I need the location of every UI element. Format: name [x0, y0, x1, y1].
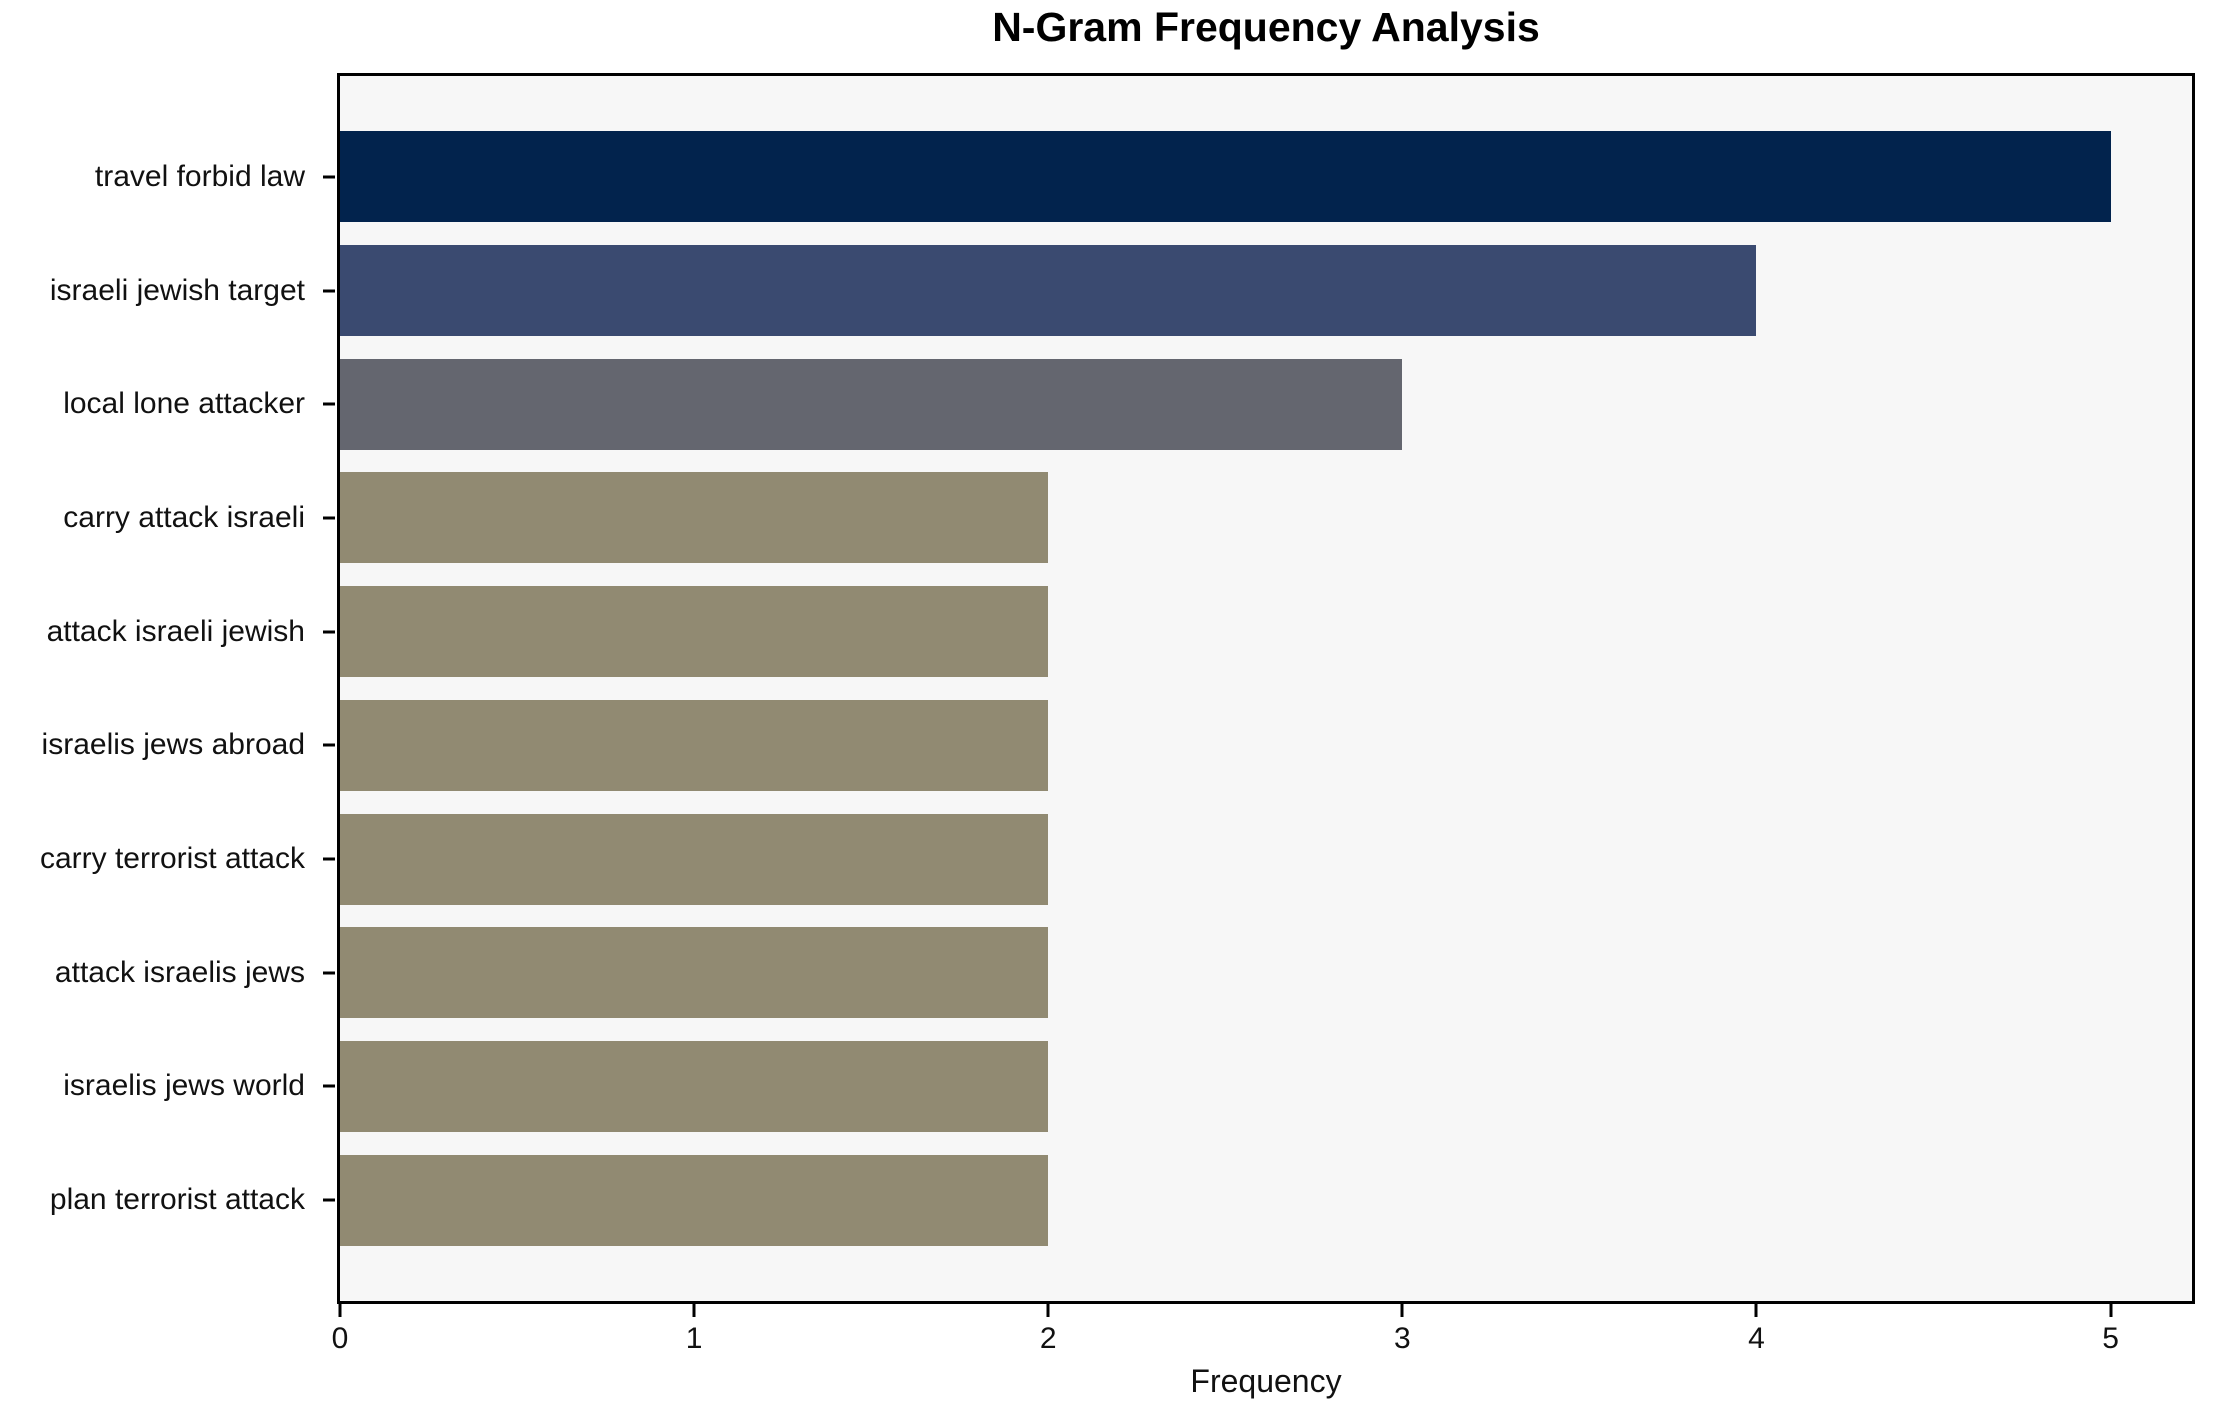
x-tick-mark — [2109, 1304, 2113, 1317]
y-tick-label: local lone attacker — [63, 387, 305, 421]
x-tick-label: 5 — [2102, 1322, 2119, 1355]
bar — [340, 586, 1049, 678]
x-tick-label: 0 — [331, 1322, 349, 1355]
y-tick-label: attack israelis jews — [54, 955, 305, 989]
x-tick-label: 4 — [1748, 1322, 1765, 1355]
y-tick-mark — [323, 289, 335, 293]
x-tick-label: 1 — [685, 1322, 703, 1355]
y-tick-label: attack israeli jewish — [46, 614, 305, 648]
bar — [340, 927, 1049, 1019]
bar — [340, 245, 1757, 337]
x-tick-mark — [1400, 1304, 1404, 1317]
x-tick-mark — [338, 1304, 342, 1317]
y-tick-label: israelis jews abroad — [41, 728, 305, 762]
x-axis-label: Frequency — [1190, 1363, 1342, 1399]
y-tick-mark — [323, 971, 335, 975]
y-tick-mark — [323, 175, 335, 179]
x-tick-label: 2 — [1039, 1322, 1057, 1355]
y-tick-mark — [323, 630, 335, 634]
bar — [340, 1040, 1049, 1132]
bar — [340, 813, 1049, 905]
y-tick-label: travel forbid law — [94, 159, 305, 193]
bar — [340, 699, 1049, 791]
y-tick-label: israelis jews world — [63, 1069, 305, 1103]
x-tick-mark — [1046, 1304, 1050, 1317]
plot-area — [337, 73, 2195, 1304]
y-tick-mark — [323, 1084, 335, 1088]
bar — [340, 358, 1403, 450]
x-tick-mark — [1754, 1304, 1758, 1317]
y-tick-mark — [323, 516, 335, 520]
bar — [340, 1154, 1049, 1246]
bar — [340, 472, 1049, 564]
chart-title: N-Gram Frequency Analysis — [992, 4, 1540, 50]
bar — [340, 131, 2111, 223]
x-tick-mark — [692, 1304, 696, 1317]
y-tick-mark — [323, 857, 335, 861]
y-tick-label: plan terrorist attack — [49, 1183, 305, 1217]
y-tick-label: carry attack israeli — [63, 500, 305, 534]
y-tick-mark — [323, 743, 335, 747]
x-tick-label: 3 — [1393, 1322, 1411, 1355]
y-tick-mark — [323, 402, 335, 406]
y-tick-label: israeli jewish target — [49, 273, 305, 307]
y-tick-mark — [323, 1198, 335, 1202]
y-tick-label: carry terrorist attack — [39, 842, 305, 876]
